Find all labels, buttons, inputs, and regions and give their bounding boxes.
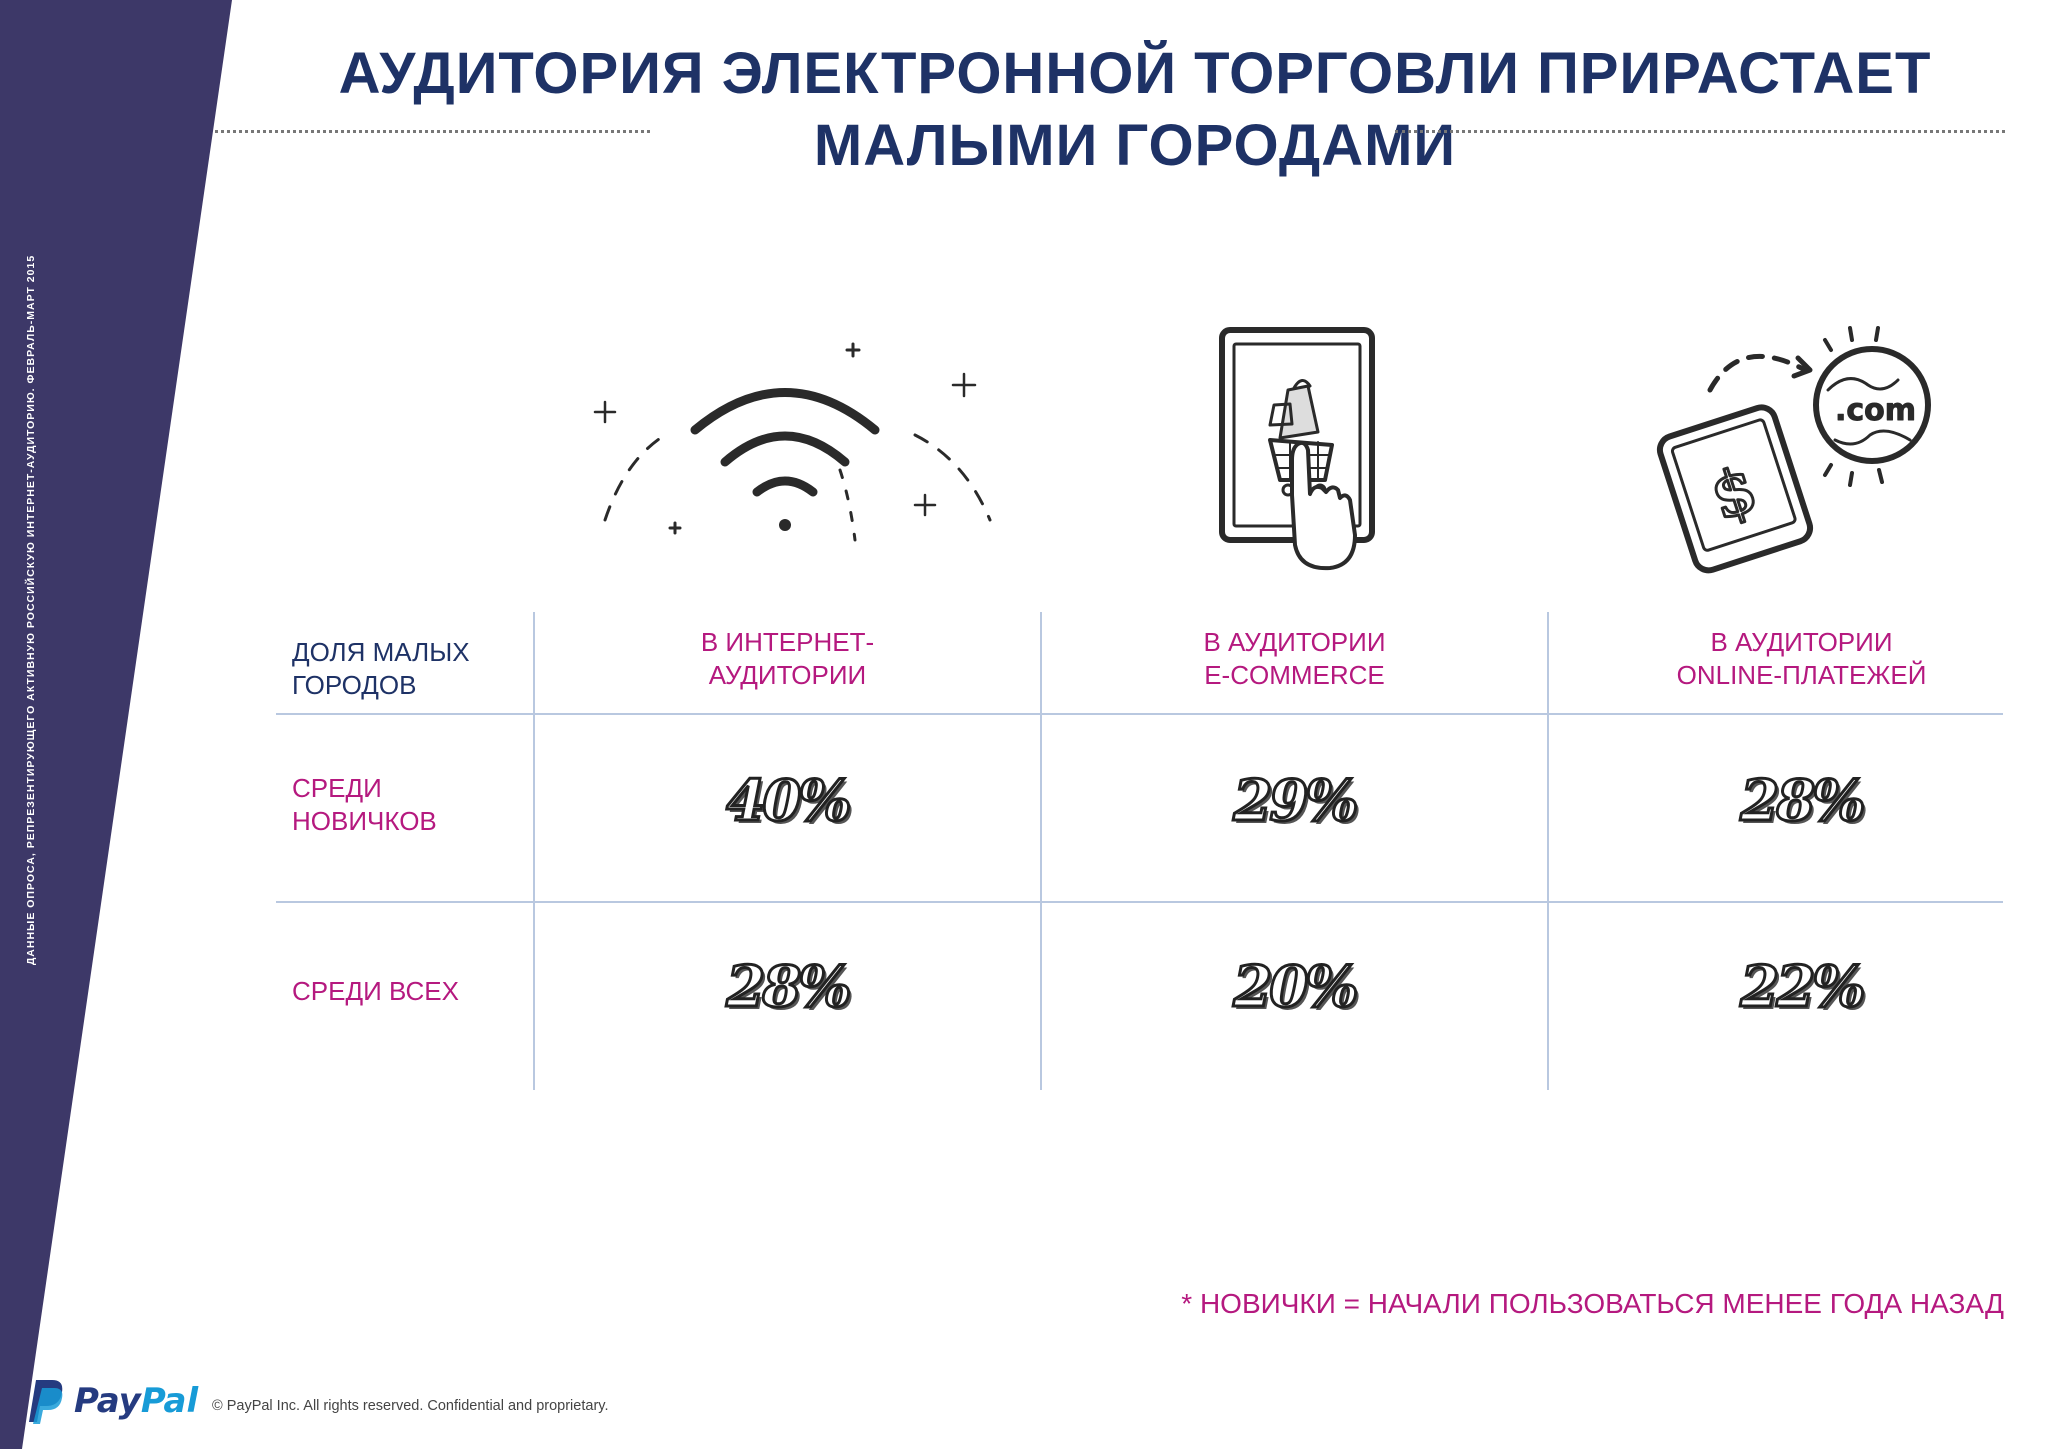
column-header-line1: В АУДИТОРИИ xyxy=(1203,627,1386,657)
row-label-all: СРЕДИ ВСЕХ xyxy=(292,975,459,1008)
grid-line-v2 xyxy=(1040,612,1042,1090)
value-newcomers-ecommerce: 29% xyxy=(1232,767,1360,836)
corner-label-line1: ДОЛЯ МАЛЫХ xyxy=(292,637,470,667)
paypal-wordmark: PayPal xyxy=(74,1381,198,1421)
grid-line-v3 xyxy=(1547,612,1549,1090)
side-note: ДАННЫЕ ОПРОСА, РЕПРЕЗЕНТИРУЮЩЕГО АКТИВНУ… xyxy=(25,254,37,966)
paypal-word-pay: Pay xyxy=(74,1381,141,1421)
wifi-icon xyxy=(585,340,1005,555)
paypal-word-pal: Pal xyxy=(140,1381,199,1421)
title-dotted-line-right xyxy=(1395,130,2005,133)
row-label-line1: СРЕДИ xyxy=(292,773,382,803)
slide-title: АУДИТОРИЯ ЭЛЕКТРОННОЙ ТОРГОВЛИ ПРИРАСТАЕ… xyxy=(240,38,2030,182)
paypal-logo: PayPal xyxy=(28,1378,198,1424)
column-header-line2: АУДИТОРИИ xyxy=(708,660,867,690)
column-header-internet: В ИНТЕРНЕТ- АУДИТОРИИ xyxy=(535,626,1040,692)
grid-line-h1 xyxy=(276,713,2003,715)
tablet-dollar-globe-icon: $ .com xyxy=(1650,320,1950,585)
svg-text:$: $ xyxy=(1702,452,1766,535)
paypal-p-icon xyxy=(29,1380,63,1424)
column-header-line1: В АУДИТОРИИ xyxy=(1710,627,1893,657)
value-all-payments: 22% xyxy=(1739,953,1867,1022)
grid-line-h2 xyxy=(276,901,2003,903)
title-line-1: АУДИТОРИЯ ЭЛЕКТРОННОЙ ТОРГОВЛИ ПРИРАСТАЕ… xyxy=(338,41,1932,106)
value-newcomers-internet: 40% xyxy=(725,767,853,836)
column-header-ecommerce: В АУДИТОРИИ E-COMMERCE xyxy=(1042,626,1547,692)
row-label-newcomers: СРЕДИ НОВИЧКОВ xyxy=(292,772,437,838)
title-dotted-line-left xyxy=(215,130,650,133)
row-label-line2: НОВИЧКОВ xyxy=(292,806,437,836)
side-band xyxy=(0,0,240,1449)
tablet-shopping-cart-icon xyxy=(1210,320,1380,585)
column-header-line2: E-COMMERCE xyxy=(1204,660,1385,690)
corner-label-line2: ГОРОДОВ xyxy=(292,670,417,700)
row-label-line1: СРЕДИ ВСЕХ xyxy=(292,976,459,1006)
value-all-ecommerce: 20% xyxy=(1232,953,1360,1022)
value-all-internet: 28% xyxy=(725,953,853,1022)
column-header-line2: ONLINE-ПЛАТЕЖЕЙ xyxy=(1676,660,1927,690)
svg-text:.com: .com xyxy=(1835,393,1916,428)
grid-line-v1 xyxy=(533,612,535,1090)
copyright-text: © PayPal Inc. All rights reserved. Confi… xyxy=(212,1398,609,1414)
column-header-line1: В ИНТЕРНЕТ- xyxy=(700,627,875,657)
title-line-2: МАЛЫМИ ГОРОДАМИ xyxy=(813,113,1457,178)
column-header-payments: В АУДИТОРИИ ONLINE-ПЛАТЕЖЕЙ xyxy=(1549,626,2048,692)
corner-label: ДОЛЯ МАЛЫХ ГОРОДОВ xyxy=(292,636,470,702)
value-newcomers-payments: 28% xyxy=(1739,767,1867,836)
footnote: * НОВИЧКИ = НАЧАЛИ ПОЛЬЗОВАТЬСЯ МЕНЕЕ ГО… xyxy=(1181,1288,2004,1319)
